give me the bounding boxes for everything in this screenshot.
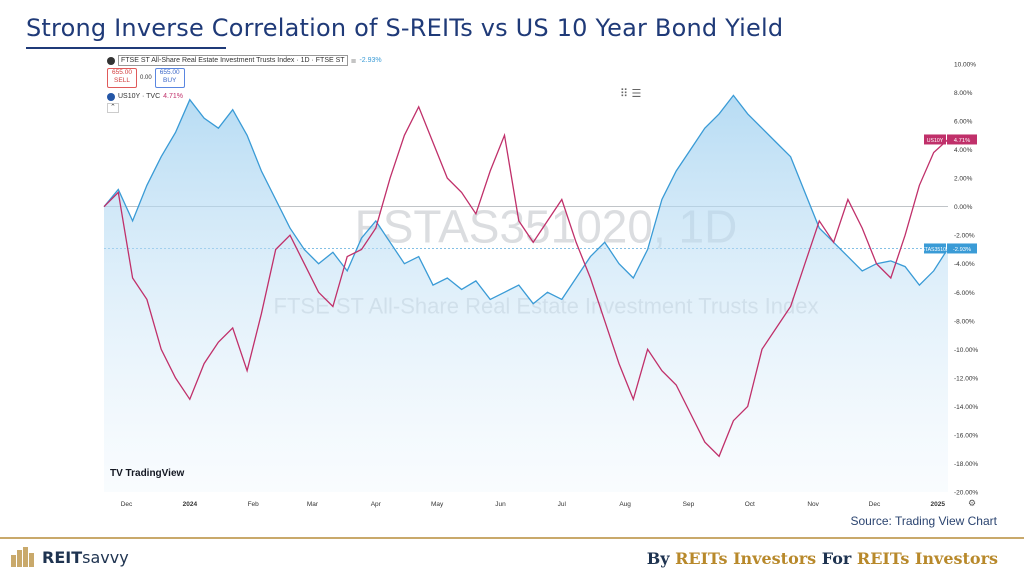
- reits-price-tag-ticker-text: FSTAS351020: [918, 247, 952, 253]
- legend-series-us10y-label: US10Y · TVC: [118, 93, 161, 100]
- x-tick-label: Sep: [683, 501, 695, 508]
- slide-title: Strong Inverse Correlation of S-REITs vs…: [26, 14, 784, 42]
- series-line-reits: [103, 94, 949, 305]
- reit-area: [104, 95, 948, 493]
- sell-label: SELL: [114, 77, 130, 84]
- building-icon: [11, 547, 34, 567]
- x-tick-label: 2024: [183, 501, 198, 508]
- x-tick-label: Dec: [121, 501, 133, 508]
- y-tick-label: -2.00%: [954, 233, 975, 240]
- tagline-for: For: [816, 549, 857, 568]
- y-tick-label: -12.00%: [954, 375, 978, 382]
- reits-price-tag: FSTAS351020 -2.93%: [918, 243, 977, 254]
- footer-divider: [0, 537, 1024, 539]
- sell-button[interactable]: 655.00 SELL: [107, 68, 137, 88]
- y-tick-label: 8.00%: [954, 90, 973, 97]
- x-tick-label: Apr: [371, 501, 382, 508]
- x-tick-label: Oct: [745, 501, 755, 508]
- us-flag-icon: [107, 92, 115, 101]
- us10y-price-tag: US10Y 4.71%: [924, 134, 977, 145]
- us10y-price-tag-ticker: [924, 134, 946, 145]
- sell-price: 655.00: [112, 69, 132, 76]
- x-tick-label: Feb: [248, 501, 260, 508]
- tagline-reits-1: REITs Investors: [675, 549, 817, 568]
- y-tick-label: -16.00%: [954, 432, 978, 439]
- y-tick-label: -6.00%: [954, 290, 975, 297]
- tagline-by: By: [646, 549, 676, 568]
- y-tick-label: 10.00%: [954, 62, 976, 69]
- y-tick-label: -20.00%: [954, 490, 978, 497]
- y-tick-label: -8.00%: [954, 318, 975, 325]
- legend-series-us10y-value: 4.71%: [163, 93, 184, 100]
- tradingview-logo: TV TradingView: [110, 468, 184, 479]
- title-underline: [26, 47, 226, 49]
- legend-series-us10y[interactable]: US10Y · TVC 4.71%: [107, 91, 382, 102]
- tagline: By REITs Investors For REITs Investors: [647, 549, 998, 568]
- brand-name-light: savvy: [82, 547, 129, 567]
- spread-value: 0.00: [140, 75, 152, 81]
- chevron-up-icon: ⌃: [107, 102, 119, 113]
- collapse-legend-button[interactable]: ⌃: [107, 102, 382, 113]
- x-tick-label: May: [431, 501, 444, 508]
- x-tick-label: Aug: [619, 501, 631, 508]
- y-tick-label: -14.00%: [954, 404, 978, 411]
- chart-area[interactable]: FSTAS351020, 1DFTSE ST All-Share Real Es…: [100, 52, 1005, 512]
- menu-icon[interactable]: ≣: [350, 57, 357, 65]
- x-tick-label: Jul: [558, 501, 567, 508]
- us10y-price-tag-value-box: [947, 134, 977, 145]
- chart-legend: FTSE ST All-Share Real Estate Investment…: [107, 55, 382, 113]
- legend-series-reits-value: -2.93%: [359, 57, 382, 64]
- y-tick-label: -4.00%: [954, 261, 975, 268]
- trade-buttons: 655.00 SELL 0.00 655.00 BUY: [107, 68, 382, 88]
- y-tick-label: -18.00%: [954, 461, 978, 468]
- legend-series-reits-label: FTSE ST All-Share Real Estate Investment…: [118, 55, 348, 66]
- settings-gear-icon[interactable]: ⚙: [968, 499, 976, 509]
- us10y-price-tag-value-text: 4.71%: [954, 138, 970, 144]
- legend-series-reits[interactable]: FTSE ST All-Share Real Estate Investment…: [107, 55, 382, 66]
- x-tick-label: Nov: [807, 501, 819, 508]
- brand-name: REITsavvy: [42, 548, 129, 567]
- x-tick-label: 2025: [931, 501, 946, 508]
- chart-svg[interactable]: FSTAS351020, 1DFTSE ST All-Share Real Es…: [100, 52, 1005, 512]
- reits-price-tag-ticker: [924, 243, 946, 254]
- reits-price-tag-value-box: [947, 243, 977, 254]
- buy-label: BUY: [163, 77, 177, 84]
- y-tick-label: -10.00%: [954, 347, 978, 354]
- y-tick-label: 6.00%: [954, 119, 973, 126]
- reits-price-tag-value-text: -2.93%: [953, 247, 971, 253]
- tagline-reits-2: REITs Investors: [856, 549, 998, 568]
- source-caption: Source: Trading View Chart: [850, 514, 997, 528]
- x-tick-label: Dec: [869, 501, 881, 508]
- y-tick-label: 0.00%: [954, 204, 973, 211]
- buy-price: 655.00: [159, 69, 180, 76]
- brand-name-bold: REIT: [42, 547, 83, 567]
- drag-handle-icon[interactable]: ⠿ ☰: [620, 87, 641, 100]
- series-line-us10y: [103, 105, 949, 458]
- ftse-symbol-icon: [107, 56, 115, 65]
- buy-button[interactable]: 655.00 BUY: [154, 68, 185, 88]
- y-tick-label: 2.00%: [954, 176, 973, 183]
- us10y-price-tag-ticker-text: US10Y: [927, 138, 944, 144]
- x-tick-label: Mar: [307, 501, 319, 508]
- y-tick-label: 4.00%: [954, 147, 973, 154]
- brand-logo: REITsavvy: [10, 546, 129, 568]
- x-tick-label: Jun: [495, 501, 506, 508]
